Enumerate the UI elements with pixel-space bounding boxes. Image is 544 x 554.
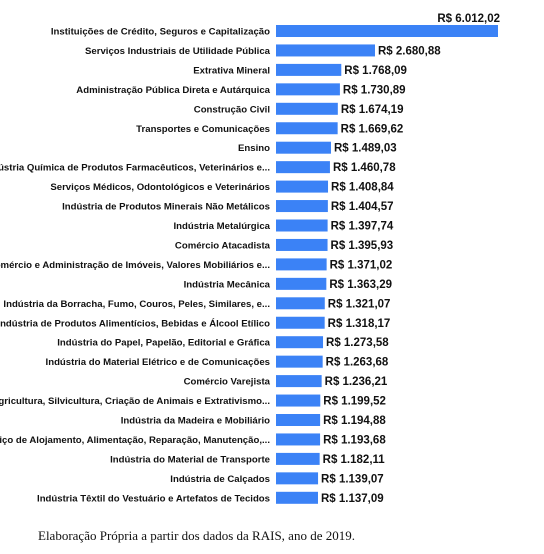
category-label: Indústria do Material Elétrico e de Comu… (46, 357, 270, 368)
value-label: R$ 1.674,19 (341, 104, 404, 116)
value-label: R$ 1.371,02 (330, 259, 393, 271)
category-label: Serviços Industriais de Utilidade Públic… (85, 46, 271, 57)
value-label: R$ 1.318,17 (328, 318, 391, 330)
value-label: R$ 6.012,02 (437, 13, 500, 25)
category-label: Indústria da Borracha, Fumo, Couros, Pel… (3, 299, 270, 310)
bar (276, 44, 375, 57)
bar (276, 277, 327, 290)
bar (276, 63, 342, 76)
category-label: Indústria de Calçados (170, 474, 270, 485)
category-label: Indústria de Produtos Minerais Não Metál… (62, 202, 270, 213)
value-label: R$ 1.363,29 (329, 279, 392, 291)
bar (276, 102, 338, 115)
source-caption: Elaboração Própria a partir dos dados da… (38, 528, 355, 543)
value-label: R$ 1.321,07 (328, 298, 391, 310)
bar (276, 375, 322, 388)
value-label: R$ 1.395,93 (331, 240, 394, 252)
category-label: Indústria Química de Produtos Farmacêuti… (0, 163, 270, 174)
category-label: Comércio e Administração de Imóveis, Val… (0, 260, 270, 271)
value-label: R$ 1.193,68 (323, 434, 386, 446)
category-label: Transportes e Comunicações (136, 124, 270, 135)
value-label: R$ 1.489,03 (334, 143, 397, 155)
bar (276, 433, 321, 446)
value-label: R$ 1.460,78 (333, 162, 396, 174)
category-label: Indústria da Madeira e Mobiliário (121, 416, 270, 427)
bar (276, 83, 340, 96)
value-label: R$ 1.404,57 (331, 201, 394, 213)
value-label: R$ 1.263,68 (326, 357, 389, 369)
category-label: Indústria do Papel, Papelão, Editorial e… (57, 338, 270, 349)
value-label: R$ 1.768,09 (344, 65, 407, 77)
bar (276, 355, 323, 368)
value-label: R$ 1.730,89 (343, 84, 406, 96)
category-label: Extrativa Mineral (193, 65, 270, 76)
value-label: R$ 1.139,07 (321, 473, 384, 485)
bar (276, 414, 321, 426)
category-label: Agricultura, Silvicultura, Criação de An… (0, 396, 270, 407)
category-label: Construção Civil (194, 104, 270, 115)
category-label: Indústria do Material de Transporte (110, 454, 270, 465)
value-label: R$ 1.137,09 (321, 493, 384, 505)
value-label: R$ 1.236,21 (325, 376, 388, 388)
value-label: R$ 1.397,74 (331, 221, 394, 233)
bar (276, 122, 338, 135)
bar (276, 472, 319, 485)
category-label: Comércio Varejista (184, 377, 271, 388)
bar (276, 25, 498, 37)
value-label: R$ 2.680,88 (378, 45, 441, 57)
bar (276, 238, 328, 251)
category-label: Indústria Têxtil do Vestuário e Artefato… (37, 493, 270, 504)
value-label: R$ 1.669,62 (341, 123, 404, 135)
bar (276, 200, 328, 213)
category-label: Administração Pública Direta e Autárquic… (76, 85, 270, 96)
bar (276, 180, 329, 193)
bar (276, 316, 325, 329)
bar (276, 394, 321, 407)
category-label: Comércio Atacadista (175, 240, 271, 251)
bar (276, 161, 330, 174)
value-label: R$ 1.199,52 (323, 396, 386, 408)
value-label: R$ 1.194,88 (323, 415, 386, 427)
value-label: R$ 1.273,58 (326, 337, 389, 349)
bar (276, 452, 320, 465)
category-label: Serviço de Alojamento, Alimentação, Repa… (0, 435, 270, 446)
category-label: Indústria de Produtos Alimentícios, Bebi… (0, 317, 270, 329)
category-label: Indústria Metalúrgica (174, 221, 271, 232)
category-label: Indústria Mecânica (184, 279, 271, 290)
value-label: R$ 1.408,84 (331, 182, 394, 194)
category-label: Ensino (238, 143, 270, 154)
bar (276, 336, 324, 349)
category-label: Serviços Médicos, Odontológicos e Veteri… (50, 182, 270, 193)
bar (276, 258, 327, 271)
bar (276, 491, 318, 504)
bar-chart: Instituições de Crédito, Seguros e Capit… (0, 13, 500, 505)
bar (276, 219, 328, 232)
bar (276, 297, 325, 310)
bar (276, 141, 331, 154)
value-label: R$ 1.182,11 (323, 454, 386, 466)
category-label: Instituições de Crédito, Seguros e Capit… (51, 27, 270, 38)
